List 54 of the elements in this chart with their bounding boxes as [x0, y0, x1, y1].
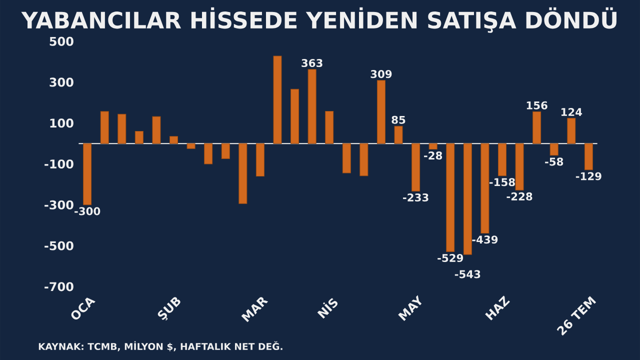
- data-label: -228: [506, 192, 532, 200]
- bar: [238, 143, 248, 204]
- bar: [308, 69, 316, 144]
- bar: [515, 143, 524, 190]
- data-label: 156: [526, 101, 548, 110]
- data-label: -58: [545, 158, 564, 166]
- data-label: -233: [403, 193, 428, 202]
- bar: [134, 131, 144, 144]
- bar: [169, 136, 178, 144]
- y-tick-label: -700: [44, 282, 74, 292]
- bar: [204, 143, 213, 164]
- data-label: -28: [424, 152, 442, 160]
- bar: [412, 143, 420, 192]
- bar: [290, 88, 300, 144]
- data-label: -543: [454, 270, 480, 278]
- bar: [83, 143, 92, 206]
- y-tick-label: -100: [44, 159, 74, 169]
- bar: [480, 143, 490, 234]
- bar: [394, 126, 403, 144]
- y-tick-label: -300: [44, 200, 74, 210]
- y-tick-label: 500: [50, 36, 74, 46]
- bar: [118, 114, 126, 144]
- data-label: -300: [74, 207, 100, 216]
- y-tick-label: -500: [44, 241, 74, 250]
- y-tick-label: 100: [50, 118, 74, 128]
- bar: [186, 143, 196, 149]
- bar: [567, 118, 576, 144]
- data-label: 309: [370, 70, 392, 78]
- data-label: -439: [472, 236, 498, 244]
- bar: [428, 143, 438, 150]
- bar: [273, 56, 282, 144]
- bar: [376, 80, 386, 144]
- bar: [221, 143, 230, 159]
- bar: [325, 110, 334, 144]
- data-label: 85: [392, 116, 406, 124]
- bar: [463, 143, 472, 255]
- data-label: -529: [438, 254, 464, 262]
- bar: [498, 143, 507, 176]
- data-label: 124: [561, 108, 582, 116]
- chart-title: YABANCILAR HİSSEDE YENİDEN SATIŞA DÖNDÜ: [21, 7, 616, 33]
- bar: [446, 143, 455, 252]
- bar: [256, 143, 264, 177]
- bar: [342, 143, 351, 174]
- bar: [550, 143, 558, 156]
- data-label: -158: [489, 178, 515, 186]
- bar: [532, 111, 542, 144]
- data-label: 363: [302, 58, 322, 68]
- data-label: -129: [576, 172, 602, 180]
- y-tick-label: 300: [50, 78, 74, 87]
- text: KAYNAK: TCMB, MİLYON $, HAFTALIK NET DEĞ.: [38, 341, 282, 352]
- bar: [100, 111, 109, 144]
- bar: [584, 143, 593, 170]
- bar: [152, 116, 161, 144]
- bar: [360, 143, 368, 176]
